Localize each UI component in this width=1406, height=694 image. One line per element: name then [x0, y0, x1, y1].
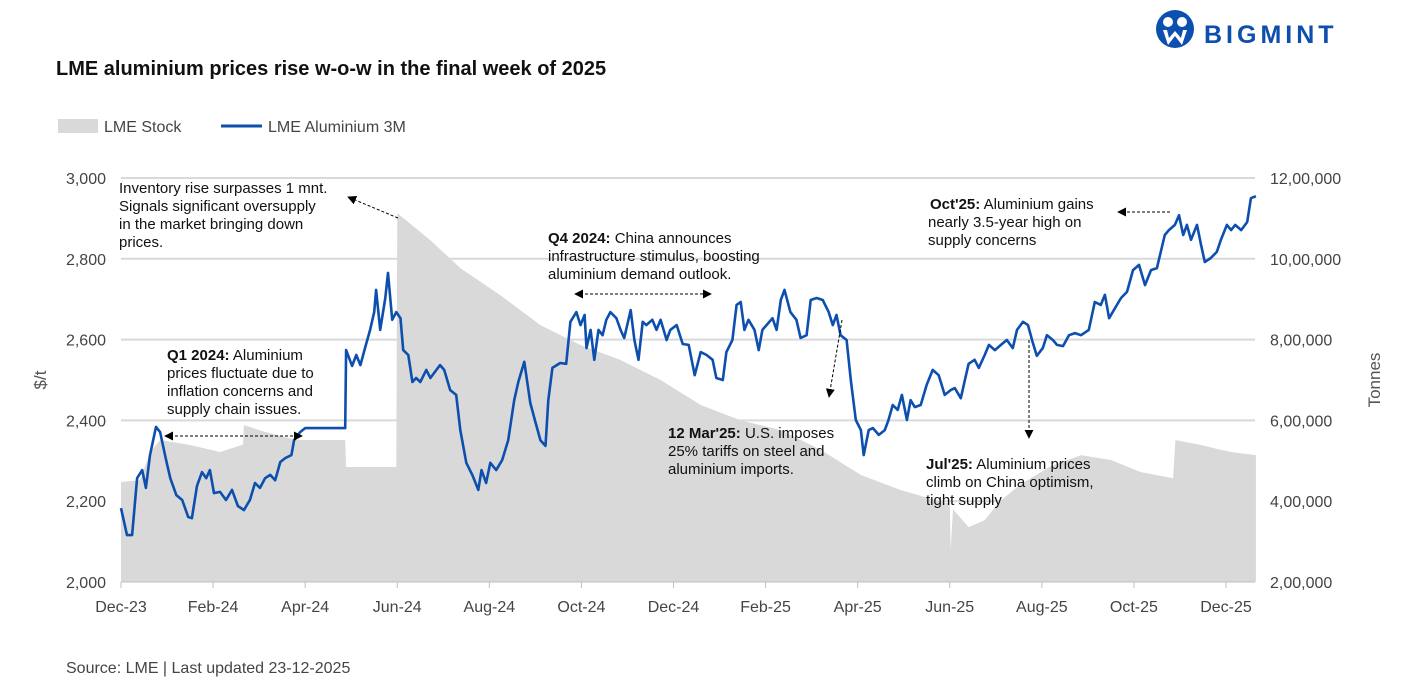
x-tick-label: Apr-24 [281, 599, 329, 616]
x-tick-label: Apr-25 [834, 599, 882, 616]
annotation-bold: Q4 2024: [548, 230, 611, 247]
y-tick-label: 2,800 [66, 252, 106, 269]
svg-text:12 Mar'25: U.S. imposes: 12 Mar'25: U.S. imposes 25% tariffs on s… [668, 425, 838, 478]
x-tick-label: Dec-25 [1200, 599, 1252, 616]
annotation-line: prices. [119, 234, 163, 251]
annotation-jul-2025: Jul'25: Aluminium prices climb on China … [926, 340, 1098, 509]
annotation-line: supply concerns [928, 232, 1036, 249]
svg-text:Oct'25: Aluminium gains: Oct'25: Aluminium gains nearly 3.5-year … [928, 196, 1098, 249]
y-tick-label: 2,600 [66, 333, 106, 350]
y2-axis-title: Tonnes [1365, 353, 1384, 408]
annotation-line: China announces [611, 230, 732, 247]
annotation-line: inflation concerns and [167, 383, 313, 400]
annotation-mar-2025: 12 Mar'25: U.S. imposes 25% tariffs on s… [668, 319, 843, 478]
x-tick-label: Dec-23 [95, 599, 147, 616]
legend-label-stock: LME Stock [104, 119, 182, 136]
x-tick-label: Jun-24 [373, 599, 422, 616]
y2-tick-label: 4,00,000 [1270, 494, 1332, 511]
y-axis-left: 2,000 2,200 2,400 2,600 2,800 3,000 [66, 171, 106, 592]
x-axis: Dec-23 Feb-24 Apr-24 Jun-24 Aug-24 Oct-24 Dec-… [95, 581, 1255, 616]
y-axis-right: 2,00,000 4,00,000 6,00,000 8,00,000 10,00,00… [1270, 171, 1341, 592]
annotation-q1-2024: Q1 2024: Aluminium prices fluctuate due … [164, 347, 318, 441]
y2-tick-label: 6,00,000 [1270, 413, 1332, 430]
y-axis-title: $/t [31, 370, 50, 389]
annotation-bold: Oct'25: [930, 196, 980, 213]
annotation-line: nearly 3.5-year high on [928, 214, 1081, 231]
annotation-arrow [825, 319, 843, 398]
annotation-line: Signals significant oversupply [119, 198, 316, 215]
x-tick-label: Oct-24 [557, 599, 605, 616]
annotation-q4-2024: Q4 2024: China announces infrastructure … [548, 230, 764, 299]
source-note: Source: LME | Last updated 23-12-2025 [66, 660, 350, 677]
annotation-line: infrastructure stimulus, boosting [548, 248, 760, 265]
svg-text:Jul'25: Aluminium prices: Jul'25: Aluminium prices climb on China … [926, 456, 1098, 509]
y-tick-label: 2,400 [66, 413, 106, 430]
annotation-line: aluminium demand outlook. [548, 266, 731, 283]
x-tick-label: Oct-25 [1110, 599, 1158, 616]
y2-tick-label: 2,00,000 [1270, 575, 1332, 592]
annotation-line: Aluminium gains [980, 196, 1093, 213]
annotation-line: Aluminium prices [973, 456, 1091, 473]
x-tick-label: Aug-25 [1016, 599, 1068, 616]
legend-swatch-stock [58, 119, 98, 133]
annotation-line: supply chain issues. [167, 401, 301, 418]
annotation-line: 25% tariffs on steel and [668, 443, 825, 460]
stock-area [121, 213, 1256, 582]
brand-name: BIGMINT [1204, 21, 1338, 49]
annotation-line: in the market bringing down [119, 216, 303, 233]
y2-tick-label: 8,00,000 [1270, 333, 1332, 350]
annotation-line: Aluminium [230, 347, 303, 364]
y-tick-label: 2,000 [66, 575, 106, 592]
annotation-line: climb on China optimism, [926, 474, 1094, 491]
price-line [119, 194, 1257, 537]
stock-area-layer [121, 213, 1256, 582]
annotation-line: tight supply [926, 492, 1002, 509]
x-tick-label: Jun-25 [925, 599, 974, 616]
svg-text:Q1 2024: Aluminium price: Q1 2024: Aluminium prices fluctuate due … [167, 347, 318, 418]
annotation-line: prices fluctuate due to [167, 365, 314, 382]
legend-label-price: LME Aluminium 3M [268, 119, 406, 136]
annotation-inventory: Inventory rise surpasses 1 mnt. Signals … [119, 180, 399, 251]
chart-title: LME aluminium prices rise w-o-w in the f… [56, 58, 606, 80]
x-tick-label: Feb-25 [740, 599, 791, 616]
annotation-oct-2025: Oct'25: Aluminium gains nearly 3.5-year … [928, 196, 1170, 249]
svg-text:Q4 2024: China announces: Q4 2024: China announces infrastructure … [548, 230, 764, 283]
annotation-line: U.S. imposes [741, 425, 834, 442]
annotation-line: Inventory rise surpasses 1 mnt. [119, 180, 327, 197]
annotation-bold: Q1 2024: [167, 347, 230, 364]
y2-tick-label: 12,00,000 [1270, 171, 1341, 188]
annotation-line: aluminium imports. [668, 461, 794, 478]
y2-tick-label: 10,00,000 [1270, 252, 1341, 269]
bigmint-logo: BIGMINT [1156, 10, 1338, 49]
annotation-arrow [347, 195, 399, 219]
svg-text:Inventory rise surpasses 1 mnt: Inventory rise surpasses 1 mnt. Signals … [119, 180, 332, 251]
annotation-bold: 12 Mar'25: [668, 425, 741, 442]
y-tick-label: 2,200 [66, 494, 106, 511]
x-tick-label: Dec-24 [648, 599, 700, 616]
annotation-bold: Jul'25: [926, 456, 973, 473]
y-tick-label: 3,000 [66, 171, 106, 188]
x-tick-label: Aug-24 [464, 599, 516, 616]
x-tick-label: Feb-24 [188, 599, 239, 616]
legend: LME Stock LME Aluminium 3M [58, 119, 406, 136]
price-line-layer [119, 194, 1257, 537]
